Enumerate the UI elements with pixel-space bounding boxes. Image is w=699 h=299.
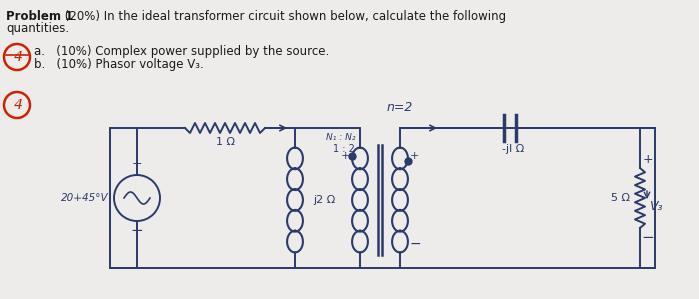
Text: 4: 4 [13, 50, 22, 64]
Text: +: + [410, 151, 419, 161]
Text: N₁ : N₂: N₁ : N₂ [326, 133, 355, 142]
Text: n=2: n=2 [387, 101, 413, 114]
Text: 20∔45°V: 20∔45°V [62, 193, 109, 203]
Text: 1 : 2: 1 : 2 [333, 144, 355, 154]
Text: -jl Ω: -jl Ω [502, 144, 524, 154]
Text: 4: 4 [13, 98, 22, 112]
Text: −: − [410, 237, 421, 251]
Text: +: + [131, 157, 143, 170]
Text: j2 Ω: j2 Ω [313, 195, 336, 205]
Text: (20%) In the ideal transformer circuit shown below, calculate the following: (20%) In the ideal transformer circuit s… [61, 10, 506, 23]
Text: quantities.: quantities. [6, 22, 69, 35]
Text: −: − [642, 230, 654, 245]
Text: b.   (10%) Phasor voltage V₃.: b. (10%) Phasor voltage V₃. [34, 58, 203, 71]
Text: −: − [131, 223, 143, 238]
Text: a.   (10%) Complex power supplied by the source.: a. (10%) Complex power supplied by the s… [34, 45, 329, 58]
Text: Problem 1: Problem 1 [6, 10, 73, 23]
Text: 5 Ω: 5 Ω [611, 193, 630, 203]
Text: V₃: V₃ [649, 199, 663, 213]
Text: +: + [642, 153, 654, 166]
Text: +: + [340, 151, 350, 161]
Text: 1 Ω: 1 Ω [215, 137, 234, 147]
